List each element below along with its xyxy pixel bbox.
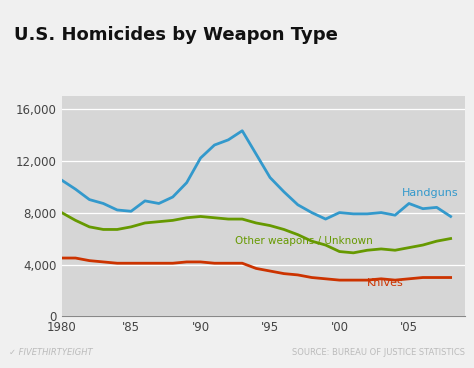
Text: U.S. Homicides by Weapon Type: U.S. Homicides by Weapon Type bbox=[14, 26, 338, 44]
Text: SOURCE: BUREAU OF JUSTICE STATISTICS: SOURCE: BUREAU OF JUSTICE STATISTICS bbox=[292, 348, 465, 357]
Text: ✓ FIVETHIRTYEIGHT: ✓ FIVETHIRTYEIGHT bbox=[9, 348, 93, 357]
Text: Knives: Knives bbox=[367, 278, 404, 288]
Text: Handguns: Handguns bbox=[402, 188, 459, 198]
Text: Other weapons / Unknown: Other weapons / Unknown bbox=[235, 236, 373, 246]
